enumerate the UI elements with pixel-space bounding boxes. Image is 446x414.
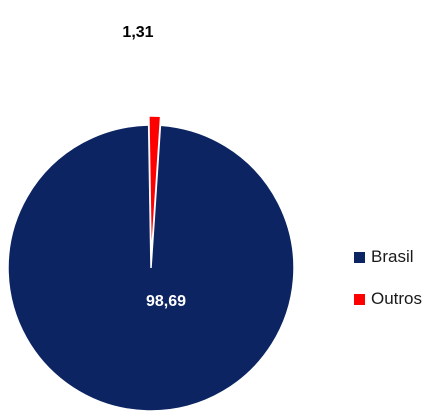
legend-item-brasil: Brasil: [354, 246, 422, 268]
legend-label-outros: Outros: [371, 289, 423, 308]
legend-item-outros: Outros: [354, 288, 422, 310]
legend-swatch-brasil: [354, 251, 365, 263]
data-label-outros: 1,31: [122, 24, 153, 41]
data-label-brasil: 98,69: [146, 293, 186, 310]
legend: Brasil Outros: [354, 246, 422, 330]
legend-swatch-outros: [354, 293, 365, 305]
pie-slice-brasil: [7, 124, 295, 412]
legend-label-brasil: Brasil: [371, 247, 414, 266]
pie-data-labels: 98,69 1,31: [122, 24, 186, 310]
pie-slice-outros: [148, 115, 162, 260]
pie-slices: [7, 115, 295, 412]
